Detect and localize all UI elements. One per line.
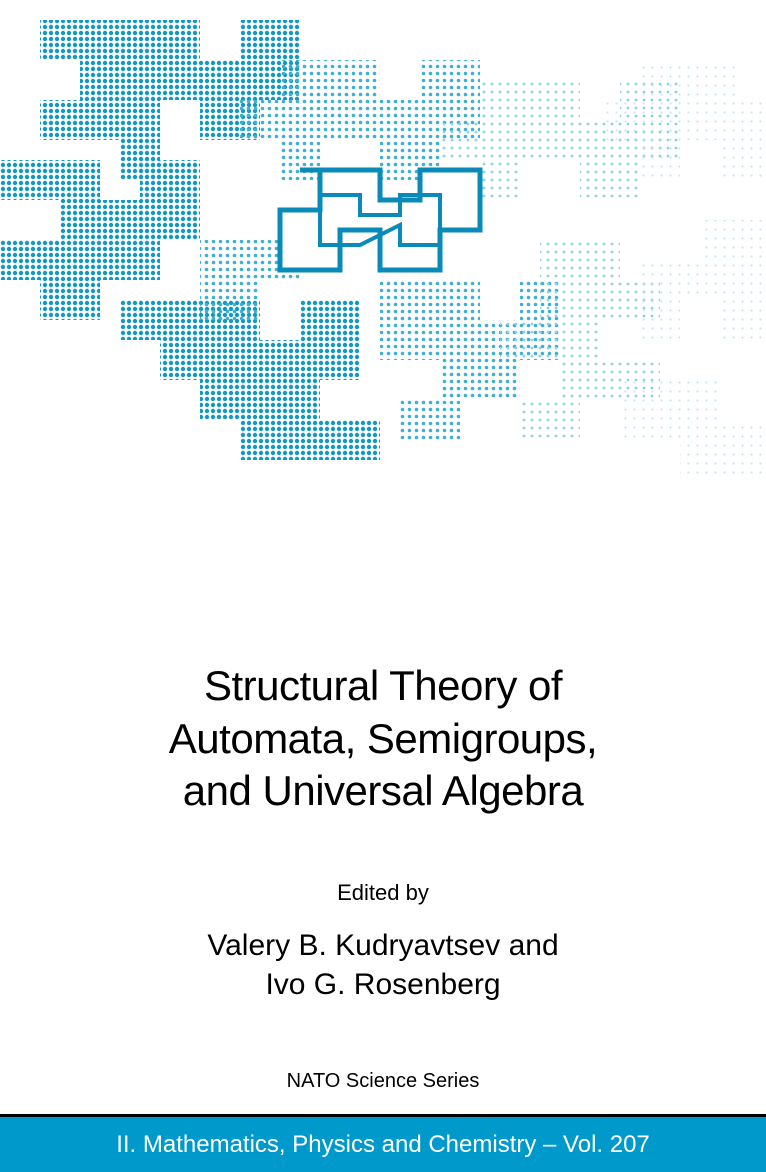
footer-text: II. Mathematics, Physics and Chemistry –… (116, 1131, 650, 1159)
title-line-3: and Universal Algebra (183, 767, 583, 814)
title-block: Structural Theory of Automata, Semigroup… (0, 660, 766, 818)
editor-line-1: Valery B. Kudryavtsev and (207, 929, 558, 962)
cover-art (0, 0, 766, 500)
editors-block: Edited by Valery B. Kudryavtsev and Ivo … (0, 880, 766, 1004)
edited-by-label: Edited by (0, 880, 766, 906)
title-line-2: Automata, Semigroups, (169, 715, 597, 762)
series-label: NATO Science Series (0, 1070, 766, 1093)
editor-line-2: Ivo G. Rosenberg (265, 968, 500, 1001)
book-title: Structural Theory of Automata, Semigroup… (0, 660, 766, 818)
title-line-1: Structural Theory of (204, 662, 562, 709)
footer-bar: II. Mathematics, Physics and Chemistry –… (0, 1114, 766, 1172)
series-block: NATO Science Series (0, 1070, 766, 1093)
editors-names: Valery B. Kudryavtsev and Ivo G. Rosenbe… (0, 926, 766, 1004)
